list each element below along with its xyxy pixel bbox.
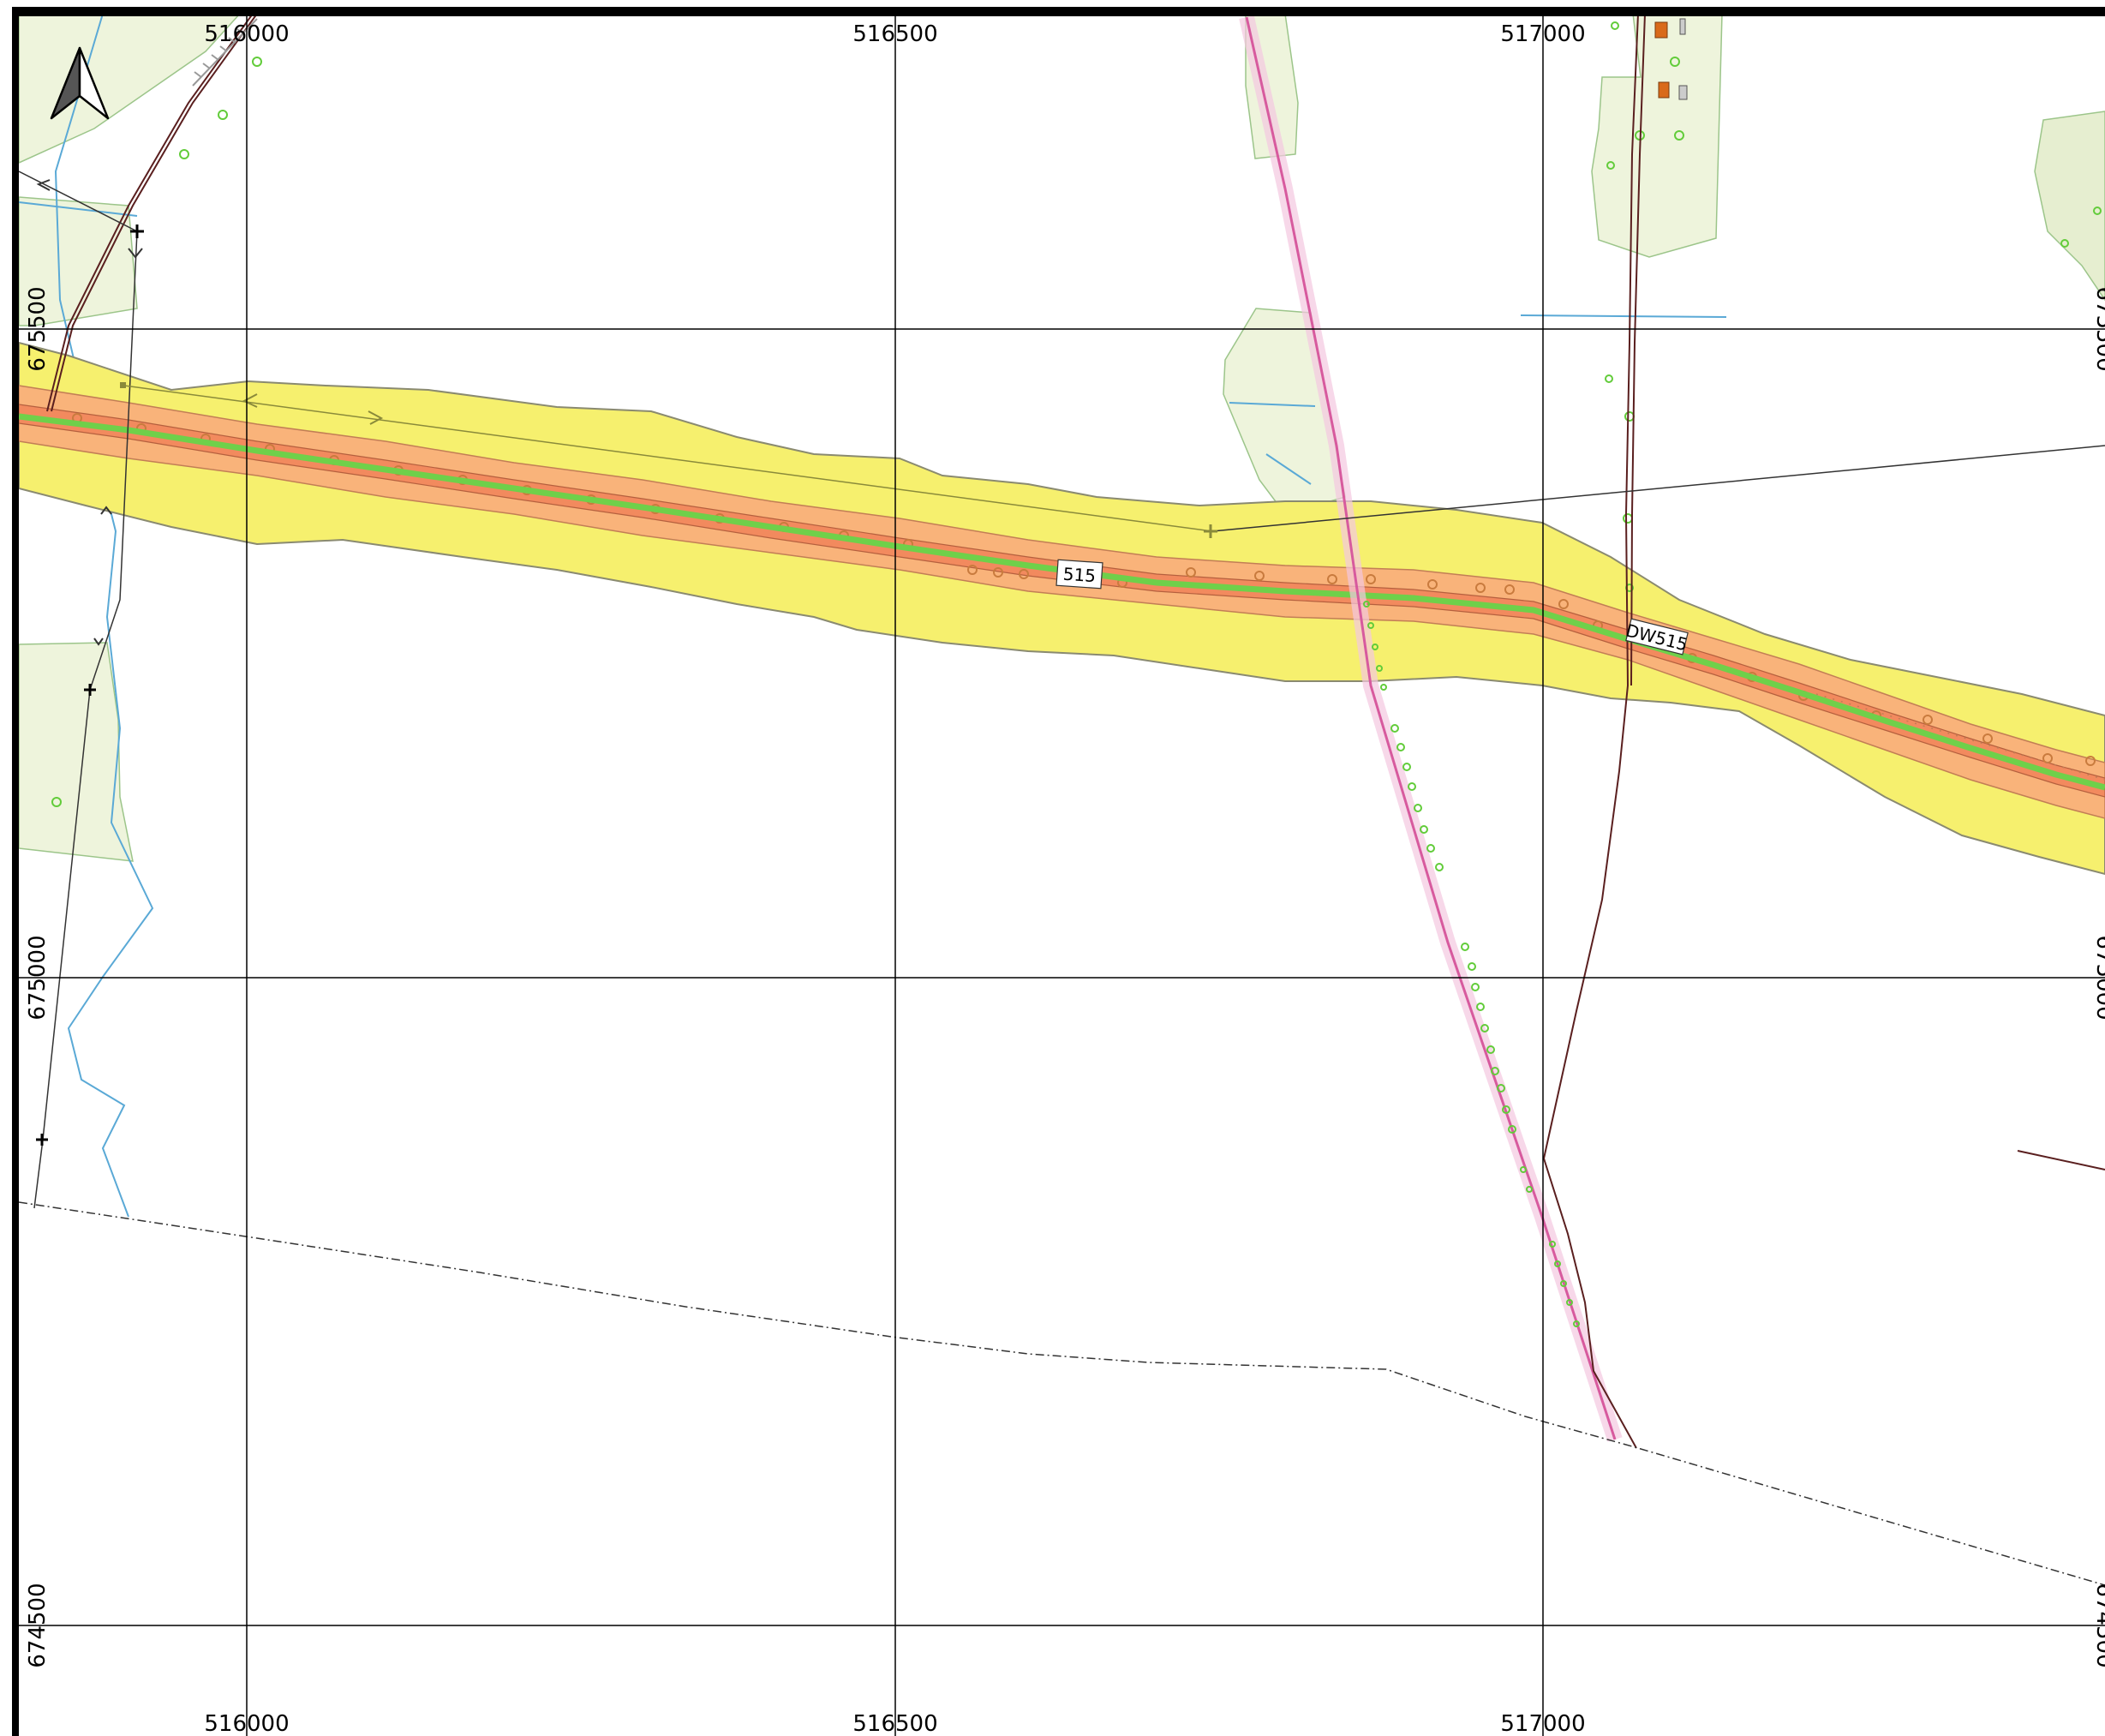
easting-label-top: 516500 [852,21,937,47]
woodland-area [2034,111,2105,302]
road-label-515: 515 [1055,559,1103,590]
northing-label-right: 675500 [2091,286,2105,371]
northing-label-right: 674500 [2091,1583,2105,1667]
woodland-area [19,196,138,326]
stream [1229,402,1316,407]
easting-label-top: 516000 [204,21,289,47]
northing-label-left: 675000 [25,935,51,1020]
line-arrows [36,179,384,646]
stream [54,14,154,1218]
northing-label-left: 675500 [25,286,51,371]
corridor-buffer-outer [19,341,2105,876]
buildings [1654,18,1688,100]
easting-label-top: 517000 [1500,21,1585,47]
stream [1520,314,1727,318]
road-centerline [19,413,2105,791]
green-point-markers [51,21,2102,1327]
corridor-buffer-inner [19,404,2105,798]
map-border [12,7,2105,1736]
easting-label-bottom: 517000 [1500,1711,1585,1736]
line-markers [36,224,1217,1146]
woodland-area [1591,14,1723,258]
easting-label-bottom: 516000 [204,1711,289,1736]
admin-boundary [19,1201,2105,1586]
water-layer [19,14,1727,1218]
stream [19,201,138,217]
north-arrow-icon [50,46,110,120]
grid-lines [19,14,2105,1736]
woodland-layer [19,14,2105,862]
easting-label-bottom: 516500 [852,1711,937,1736]
northing-label-right: 675000 [2091,935,2105,1020]
northing-label-left: 674500 [25,1583,51,1667]
track-layer [46,14,2105,1449]
svg-text:515: 515 [1062,564,1097,587]
stream [1265,453,1312,485]
pipeline [1239,15,1623,1442]
woodland-area [19,14,242,164]
woodland-area [19,642,134,862]
